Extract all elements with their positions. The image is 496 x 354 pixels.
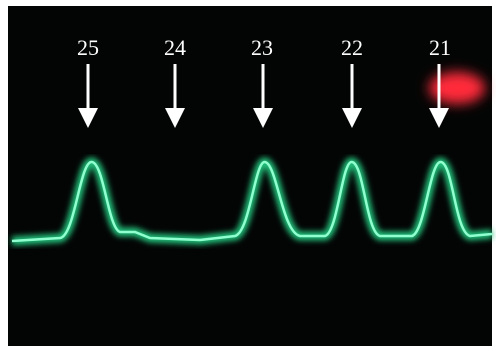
red-glare (429, 72, 485, 104)
oscilloscope-photo: 25 24 23 22 21 (0, 0, 496, 354)
peak-label: 21 (429, 35, 451, 60)
peak-label: 22 (341, 35, 363, 60)
peak-label: 24 (164, 35, 186, 60)
peak-label: 25 (77, 35, 99, 60)
peak-label: 23 (251, 35, 273, 60)
